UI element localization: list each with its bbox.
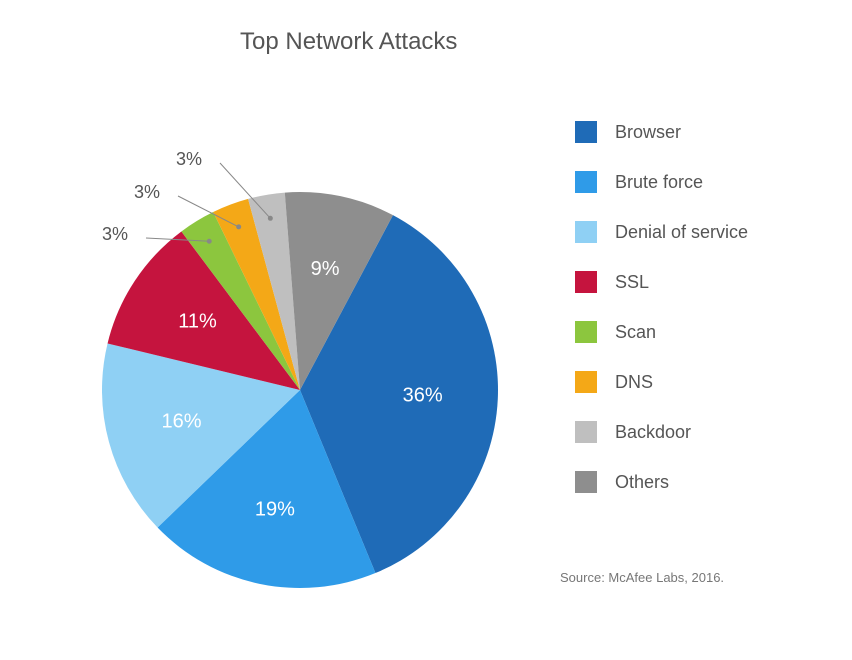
legend-item-ssl: SSL: [575, 270, 748, 294]
chart-title: Top Network Attacks: [240, 28, 457, 56]
legend-label: DNS: [615, 372, 653, 393]
legend-item-backdoor: Backdoor: [575, 420, 748, 444]
legend-item-scan: Scan: [575, 320, 748, 344]
legend-swatch: [575, 271, 597, 293]
legend-label: Denial of service: [615, 222, 748, 243]
legend-swatch: [575, 171, 597, 193]
legend-item-browser: Browser: [575, 120, 748, 144]
legend-label: Others: [615, 472, 669, 493]
legend: Browser Brute force Denial of service SSL Sc…: [575, 120, 748, 520]
legend-swatch: [575, 321, 597, 343]
chart-container: Top Network Attacks 36%19%16%11%9%3%3%3%…: [0, 0, 852, 660]
legend-label: Scan: [615, 322, 656, 343]
legend-item-others: Others: [575, 470, 748, 494]
legend-swatch: [575, 121, 597, 143]
slice-label: 3%: [176, 149, 202, 169]
legend-item-brute-force: Brute force: [575, 170, 748, 194]
legend-swatch: [575, 471, 597, 493]
slice-label: 3%: [102, 224, 128, 244]
pie-chart: 36%19%16%11%9%3%3%3%: [20, 60, 580, 620]
legend-item-denial-of-service: Denial of service: [575, 220, 748, 244]
legend-label: Browser: [615, 122, 681, 143]
legend-item-dns: DNS: [575, 370, 748, 394]
slice-label: 3%: [134, 182, 160, 202]
legend-label: Brute force: [615, 172, 703, 193]
source-text: Source: McAfee Labs, 2016.: [560, 570, 724, 585]
legend-swatch: [575, 371, 597, 393]
legend-swatch: [575, 421, 597, 443]
legend-label: Backdoor: [615, 422, 691, 443]
legend-swatch: [575, 221, 597, 243]
legend-label: SSL: [615, 272, 649, 293]
